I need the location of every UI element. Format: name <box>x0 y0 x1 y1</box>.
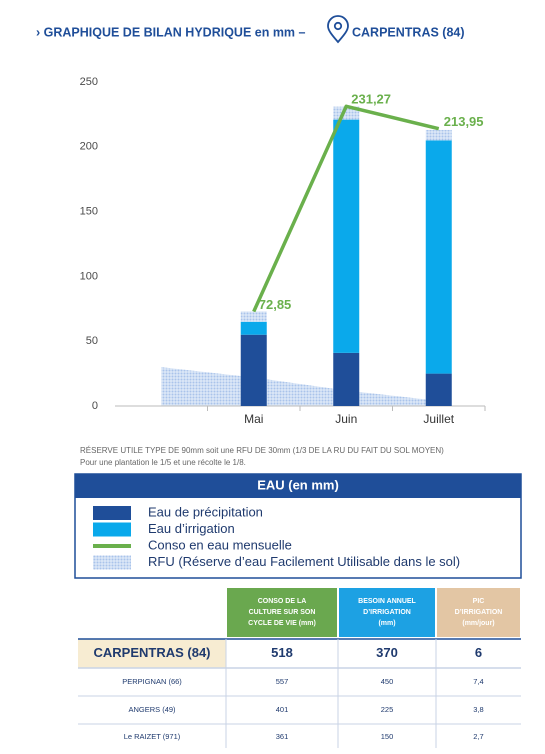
table-cell: 518 <box>271 645 293 660</box>
table-header-text: (mm) <box>378 620 395 627</box>
table-header-text: CYCLE DE VIE (mm) <box>248 620 316 627</box>
legend-swatch <box>93 555 131 570</box>
bar-segment <box>425 373 452 406</box>
value-label: 213,95 <box>444 114 484 129</box>
note: Pour une plantation le 1/5 et une récolt… <box>80 458 246 467</box>
bar-segment <box>425 129 452 141</box>
bar-segment <box>240 321 267 335</box>
table-cell: 370 <box>376 645 398 660</box>
value-label: 72,85 <box>259 297 292 312</box>
bar-segment <box>240 334 267 406</box>
table-header-text: D’IRRIGATION <box>363 609 411 616</box>
y-tick-label: 250 <box>80 76 98 88</box>
table-header-text: CONSO DE LA <box>258 598 307 605</box>
conso-line <box>252 104 440 313</box>
table-cell: 7,4 <box>473 677 483 686</box>
legend-label: Eau de précipitation <box>148 504 263 519</box>
table-header-cell <box>227 588 337 637</box>
y-tick-label: 200 <box>80 141 98 153</box>
table-cell: 557 <box>276 677 289 686</box>
table-header-text: D’IRRIGATION <box>455 609 503 616</box>
table-header-text: (mm/jour) <box>462 620 494 627</box>
legend-label: Conso en eau mensuelle <box>148 537 292 552</box>
legend-swatch <box>93 506 131 520</box>
table-header-cell <box>437 588 520 637</box>
legend-label: Eau d’irrigation <box>148 521 235 536</box>
table-header-text: CULTURE SUR SON <box>249 609 316 616</box>
table-highlight <box>78 639 226 668</box>
table-cell: Le RAIZET (971) <box>124 732 181 741</box>
y-tick-label: 50 <box>86 335 98 347</box>
table-header-text: PIC <box>473 598 485 605</box>
table-cell: 450 <box>381 677 394 686</box>
x-tick-label: Mai <box>244 412 263 426</box>
legend-header <box>75 474 521 498</box>
rfu-area <box>161 367 439 406</box>
legend-label: RFU (Réserve d’eau Facilement Utilisable… <box>148 554 460 569</box>
y-tick-label: 150 <box>80 206 98 218</box>
legend-title: EAU (en mm) <box>257 477 339 492</box>
x-tick-label: Juin <box>335 412 357 426</box>
bar-segment <box>333 352 360 406</box>
table-cell: 3,8 <box>473 705 483 714</box>
table-cell: 401 <box>276 705 289 714</box>
legend-swatch <box>93 522 131 537</box>
table-cell: 225 <box>381 705 394 714</box>
table-cell: CARPENTRAS (84) <box>93 645 210 660</box>
table-cell: 6 <box>475 645 482 660</box>
title-location: CARPENTRAS (84) <box>352 25 465 39</box>
table-cell: PERPIGNAN (66) <box>122 677 182 686</box>
title: › GRAPHIQUE DE BILAN HYDRIQUE en mm – <box>36 25 306 39</box>
note: RÉSERVE UTILE TYPE DE 90mm soit une RFU … <box>80 446 444 455</box>
bar-segment <box>425 140 452 374</box>
value-label: 231,27 <box>351 92 391 107</box>
table-header-text: BESOIN ANNUEL <box>358 598 416 605</box>
bar-segment <box>333 119 360 353</box>
x-tick-label: Juillet <box>423 412 454 426</box>
y-tick-label: 100 <box>80 270 98 282</box>
table-cell: 2,7 <box>473 732 483 741</box>
bar-segment <box>240 311 267 322</box>
bar-segment <box>333 106 360 120</box>
y-tick-label: 0 <box>92 400 98 412</box>
table-cell: 150 <box>381 732 394 741</box>
table-cell: ANGERS (49) <box>128 705 176 714</box>
pin-icon <box>327 15 349 44</box>
table-header-cell <box>339 588 435 637</box>
table-cell: 361 <box>276 732 289 741</box>
